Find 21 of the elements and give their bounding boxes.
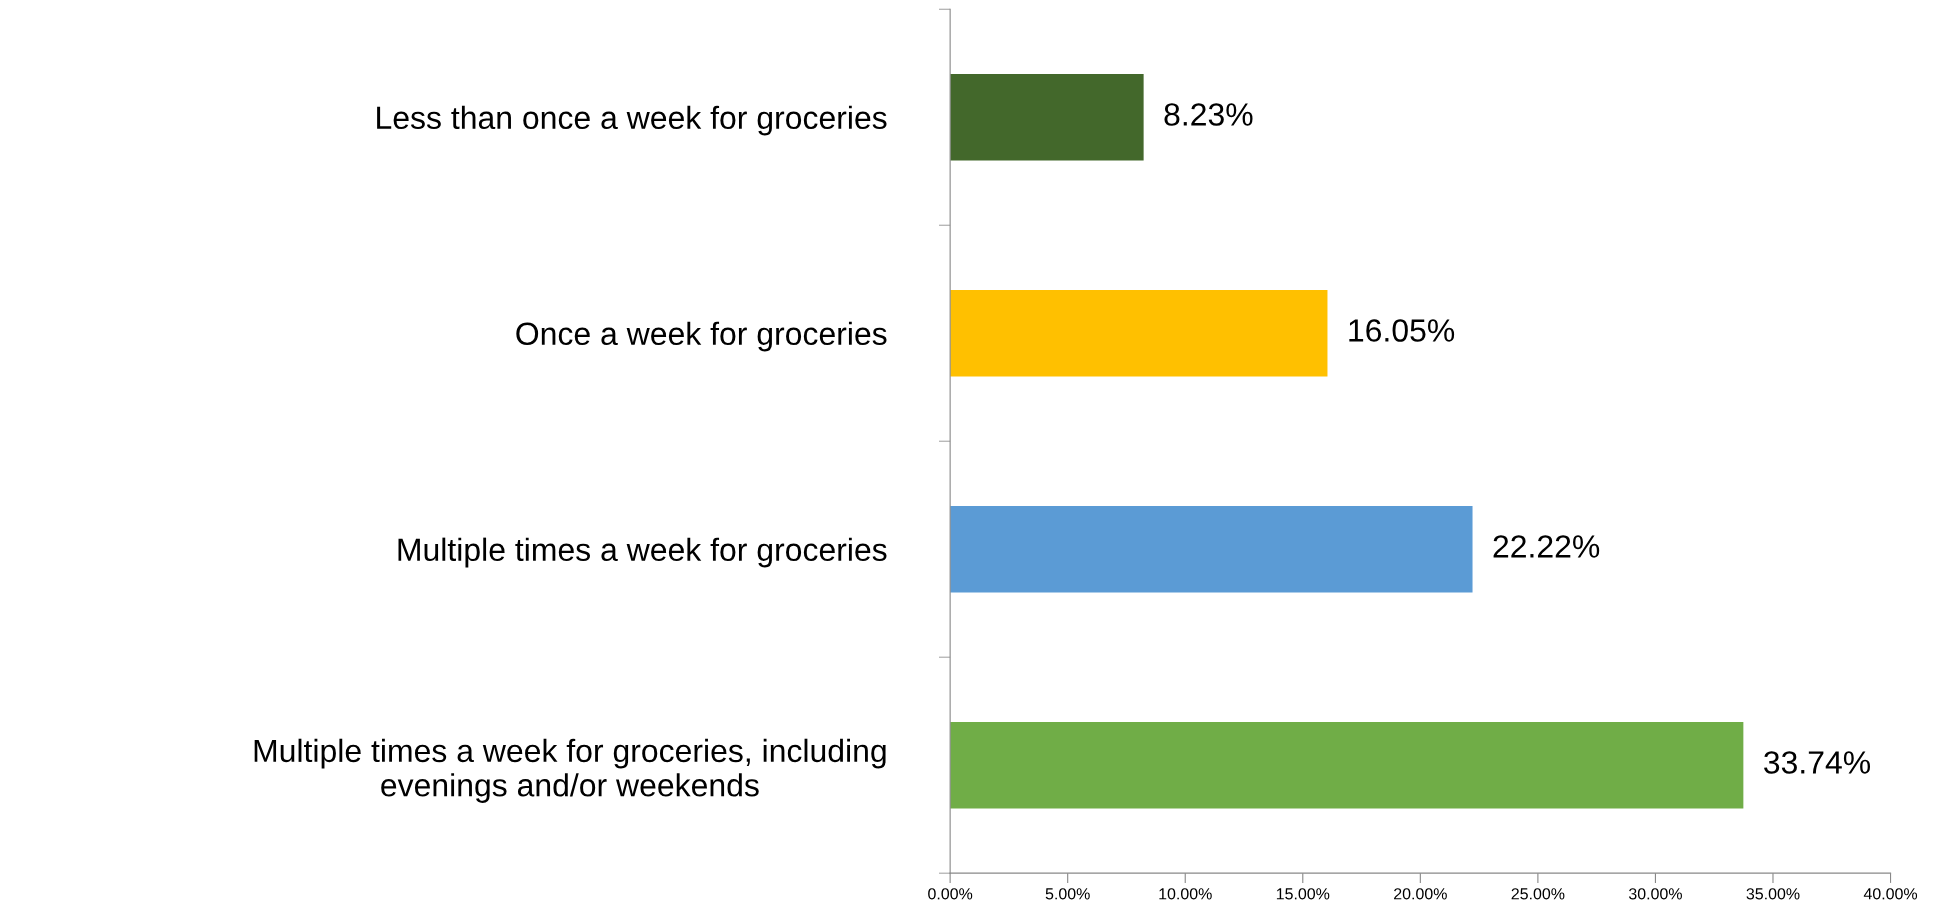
bar [950, 506, 1473, 593]
data-label: 16.05% [1349, 319, 1455, 342]
data-label: 22.22% [1493, 535, 1600, 558]
x-tick-label: 30.00% [1628, 888, 1682, 900]
x-tick-label: 35.00% [1746, 888, 1800, 900]
x-tick-label: 15.00% [1276, 888, 1330, 900]
y-tick-label: Once a week for groceries [516, 321, 887, 352]
data-label: 8.23% [1164, 103, 1253, 126]
x-tick-label: 0.00% [928, 888, 973, 900]
y-tick-label: Less than once a week for groceries [377, 105, 887, 136]
x-tick-label: 5.00% [1045, 888, 1090, 900]
bar [950, 74, 1144, 161]
bar [950, 290, 1328, 377]
x-tick-label: 10.00% [1159, 888, 1212, 900]
data-label: 33.74% [1764, 751, 1871, 774]
bar [950, 721, 1744, 809]
y-tick-label: Multiple times a week for groceries, including evenings and/or weekends [254, 738, 886, 803]
x-tick-label: 40.00% [1863, 888, 1918, 900]
x-tick-label: 25.00% [1511, 888, 1565, 900]
x-tick-label: 20.00% [1394, 888, 1447, 900]
y-tick-label: Multiple times a week for groceries [398, 537, 887, 568]
